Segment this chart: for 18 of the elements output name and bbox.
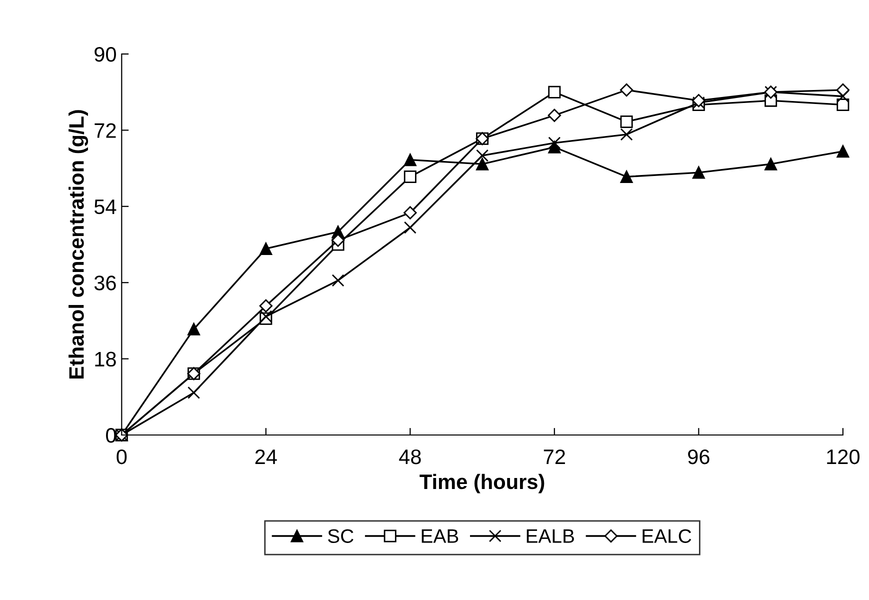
legend-label: EALB bbox=[526, 529, 574, 543]
legend-label: EALC bbox=[642, 529, 692, 543]
x-tick-label: 0 bbox=[116, 449, 127, 464]
y-tick-label: 54 bbox=[94, 200, 116, 214]
y-tick-label: 90 bbox=[94, 47, 116, 62]
x-tick-label: 48 bbox=[399, 449, 421, 464]
x-tick-label: 72 bbox=[544, 449, 565, 464]
y-tick-label: 72 bbox=[94, 123, 116, 138]
y-tick-label: 0 bbox=[106, 428, 116, 443]
x-tick-label: 24 bbox=[255, 449, 277, 464]
legend-label: EAB bbox=[422, 529, 458, 543]
y-tick-label: 36 bbox=[94, 276, 116, 290]
x-tick-label: 96 bbox=[688, 449, 710, 464]
x-axis-title: Time (hours) bbox=[420, 474, 544, 494]
legend-label: SC bbox=[328, 529, 354, 543]
y-tick-label: 18 bbox=[95, 352, 116, 367]
y-axis-title: Ethanol concentration (g/L) bbox=[68, 110, 88, 379]
x-tick-label: 120 bbox=[827, 449, 860, 464]
